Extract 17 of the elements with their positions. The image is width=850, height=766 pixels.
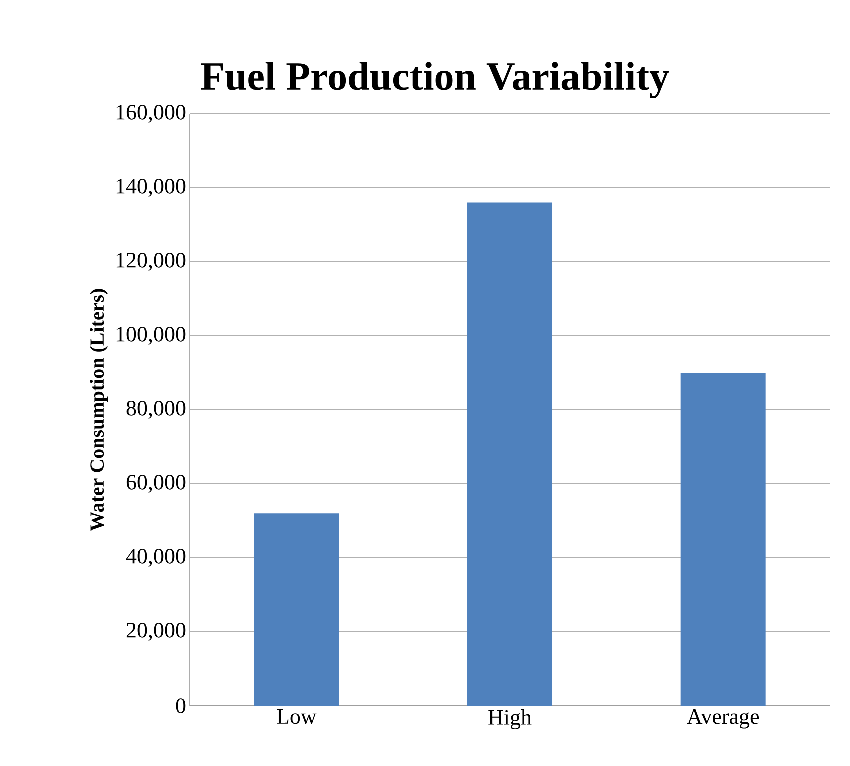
y-tick-label: 40,000 [126,548,186,568]
y-tick-label: 140,000 [116,178,186,198]
y-tick-label: 160,000 [116,104,186,124]
y-tick-label: 120,000 [116,252,186,272]
y-tick-label: 80,000 [126,400,186,420]
y-tick-label: 100,000 [116,326,186,346]
y-tick-label: 60,000 [126,474,186,494]
y-axis-title: Water Consumption (Liters) [90,289,108,532]
x-tick-label: Average [687,710,760,729]
bar [680,372,766,706]
x-tick-label: High [488,710,532,730]
bar [468,202,553,706]
y-tick-label: 20,000 [126,623,186,642]
chart-title: Fuel Production Variability [201,62,670,99]
x-tick-label: Low [277,710,317,724]
bar [254,514,340,706]
y-tick-label: 0 [176,698,186,714]
